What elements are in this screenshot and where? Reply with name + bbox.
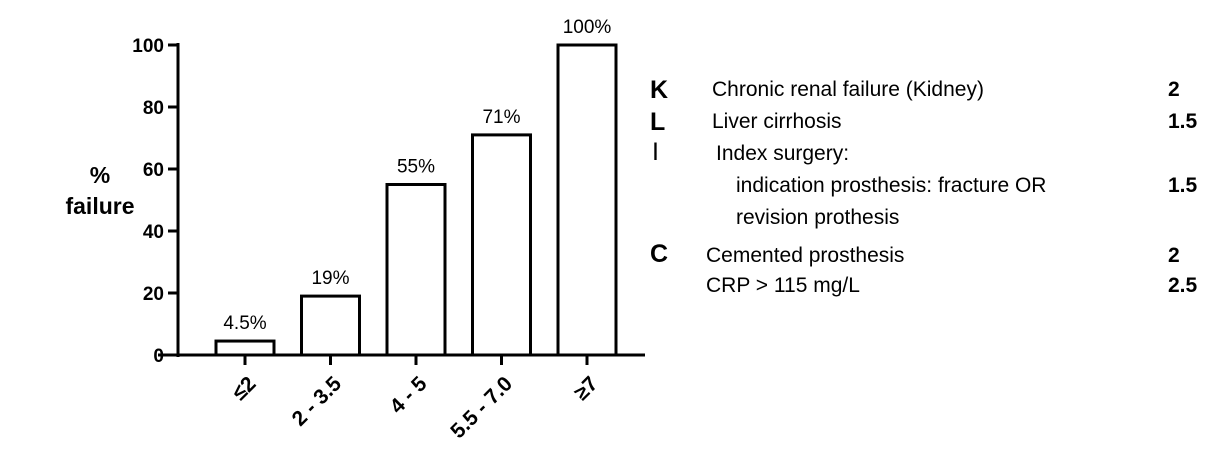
legend-letter-l: L xyxy=(650,108,666,136)
legend-text-liver: Liver cirrhosis xyxy=(712,110,842,133)
bar-3 xyxy=(385,183,447,357)
data-label-5: 100% xyxy=(563,17,612,38)
legend-text-kidney: Chronic renal failure (Kidney) xyxy=(712,78,984,101)
y-axis-title-line-1: % xyxy=(89,162,111,188)
legend-value-liver: 1.5 xyxy=(1168,110,1198,133)
legend-text-cemented: Cemented prosthesis xyxy=(706,244,905,267)
y-tick-label-100: 100 xyxy=(132,36,164,57)
y-tick-label-0: 0 xyxy=(153,346,164,367)
legend-letter-k: K xyxy=(650,76,669,104)
legend-text-indication: indication prosthesis: fracture OR xyxy=(736,174,1047,197)
legend-letter-c: C xyxy=(650,240,669,268)
category-label-4: 5.5 - 7.0 xyxy=(446,372,517,443)
data-label-4: 71% xyxy=(482,107,520,128)
legend-text-index-surgery: Index surgery: xyxy=(716,142,850,165)
legend-letter-i: I xyxy=(652,138,659,166)
y-tick-label-80: 80 xyxy=(143,98,164,119)
legend-text-revision: revision prothesis xyxy=(736,206,900,229)
legend-value-cemented: 2 xyxy=(1168,244,1180,267)
y-tick-label-20: 20 xyxy=(143,284,164,305)
bar-2 xyxy=(300,294,361,357)
data-label-2: 19% xyxy=(311,268,349,289)
bar-chart: 0 20 40 60 80 100 4.5% ≤2 19% 2 - 3.5 55% 4 - 5 71% 5… xyxy=(132,17,645,443)
data-label-1: 4.5% xyxy=(223,313,266,334)
scoring-legend: K Chronic renal failure (Kidney) 2 L Liv… xyxy=(650,76,1210,322)
y-tick-label-40: 40 xyxy=(143,222,164,243)
legend-text-crp: CRP > 115 mg/L xyxy=(706,274,860,297)
data-label-3: 55% xyxy=(397,157,435,178)
category-label-5: ≥7 xyxy=(570,372,603,405)
y-axis-title-line-2: failure xyxy=(65,193,135,219)
legend-value-crp: 2.5 xyxy=(1168,274,1198,297)
legend-value-indication: 1.5 xyxy=(1168,174,1198,197)
bar-1 xyxy=(214,339,276,357)
category-label-1: ≤2 xyxy=(228,372,261,405)
category-label-2: 2 - 3.5 xyxy=(288,372,347,431)
category-label-3: 4 - 5 xyxy=(386,372,432,418)
y-axis-title: % failure xyxy=(60,160,140,222)
y-tick-label-60: 60 xyxy=(143,160,164,181)
legend-value-kidney: 2 xyxy=(1168,78,1180,101)
bar-4 xyxy=(471,133,532,357)
bar-5 xyxy=(556,43,618,357)
